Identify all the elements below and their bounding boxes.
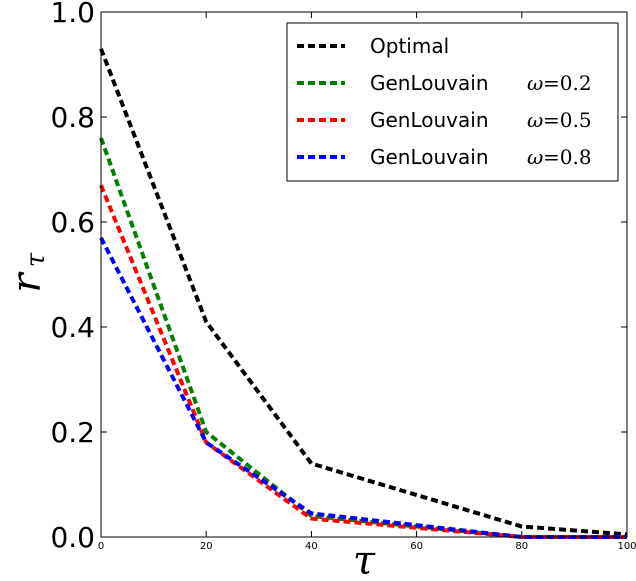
x-tick-label: 60 bbox=[410, 541, 423, 552]
legend-label: Optimal bbox=[370, 34, 449, 58]
legend-value: =0.2 bbox=[543, 71, 592, 95]
legend-label: GenLouvain bbox=[370, 108, 489, 132]
legend-label: GenLouvain bbox=[370, 71, 489, 95]
y-tick-label: 0.4 bbox=[50, 311, 95, 344]
legend-entry: GenLouvain ω =0.5 bbox=[297, 108, 592, 132]
legend-entry: Optimal bbox=[297, 34, 449, 58]
legend-entry: GenLouvain ω =0.2 bbox=[297, 71, 592, 95]
plot-frame bbox=[100, 11, 628, 538]
series-line bbox=[99, 137, 627, 539]
y-axis-label: r τ bbox=[4, 252, 51, 292]
legend-omega: ω bbox=[527, 71, 543, 95]
x-tick-label: 0 bbox=[98, 541, 104, 552]
x-tick-label: 20 bbox=[200, 541, 213, 552]
legend-entry: GenLouvain ω =0.8 bbox=[297, 145, 592, 169]
x-tick-label: 40 bbox=[305, 541, 318, 552]
x-tick-label: 80 bbox=[515, 541, 528, 552]
legend-box bbox=[286, 22, 619, 182]
y-tick-labels: 0.0 0.2 0.4 0.6 0.8 1.0 bbox=[50, 0, 95, 554]
legend-omega: ω bbox=[527, 145, 543, 169]
y-tick-label: 0.2 bbox=[50, 416, 95, 449]
y-tick-label: 0.0 bbox=[50, 521, 95, 554]
legend-label: GenLouvain bbox=[370, 145, 489, 169]
x-axis-label: τ bbox=[353, 538, 376, 581]
y-tick-label: 0.8 bbox=[50, 101, 95, 134]
legend-omega: ω bbox=[527, 108, 543, 132]
legend-value: =0.5 bbox=[543, 108, 592, 132]
y-tick-label: 0.6 bbox=[50, 206, 95, 239]
y-axis-label-subscript: τ bbox=[21, 252, 51, 267]
x-tick-labels: 0 20 40 60 80 100 bbox=[98, 541, 636, 552]
legend-value: =0.8 bbox=[543, 145, 592, 169]
y-tick-label: 1.0 bbox=[50, 0, 95, 29]
series-line bbox=[99, 236, 627, 539]
y-axis-label-main: r bbox=[4, 271, 50, 293]
x-tick-label: 100 bbox=[617, 541, 636, 552]
